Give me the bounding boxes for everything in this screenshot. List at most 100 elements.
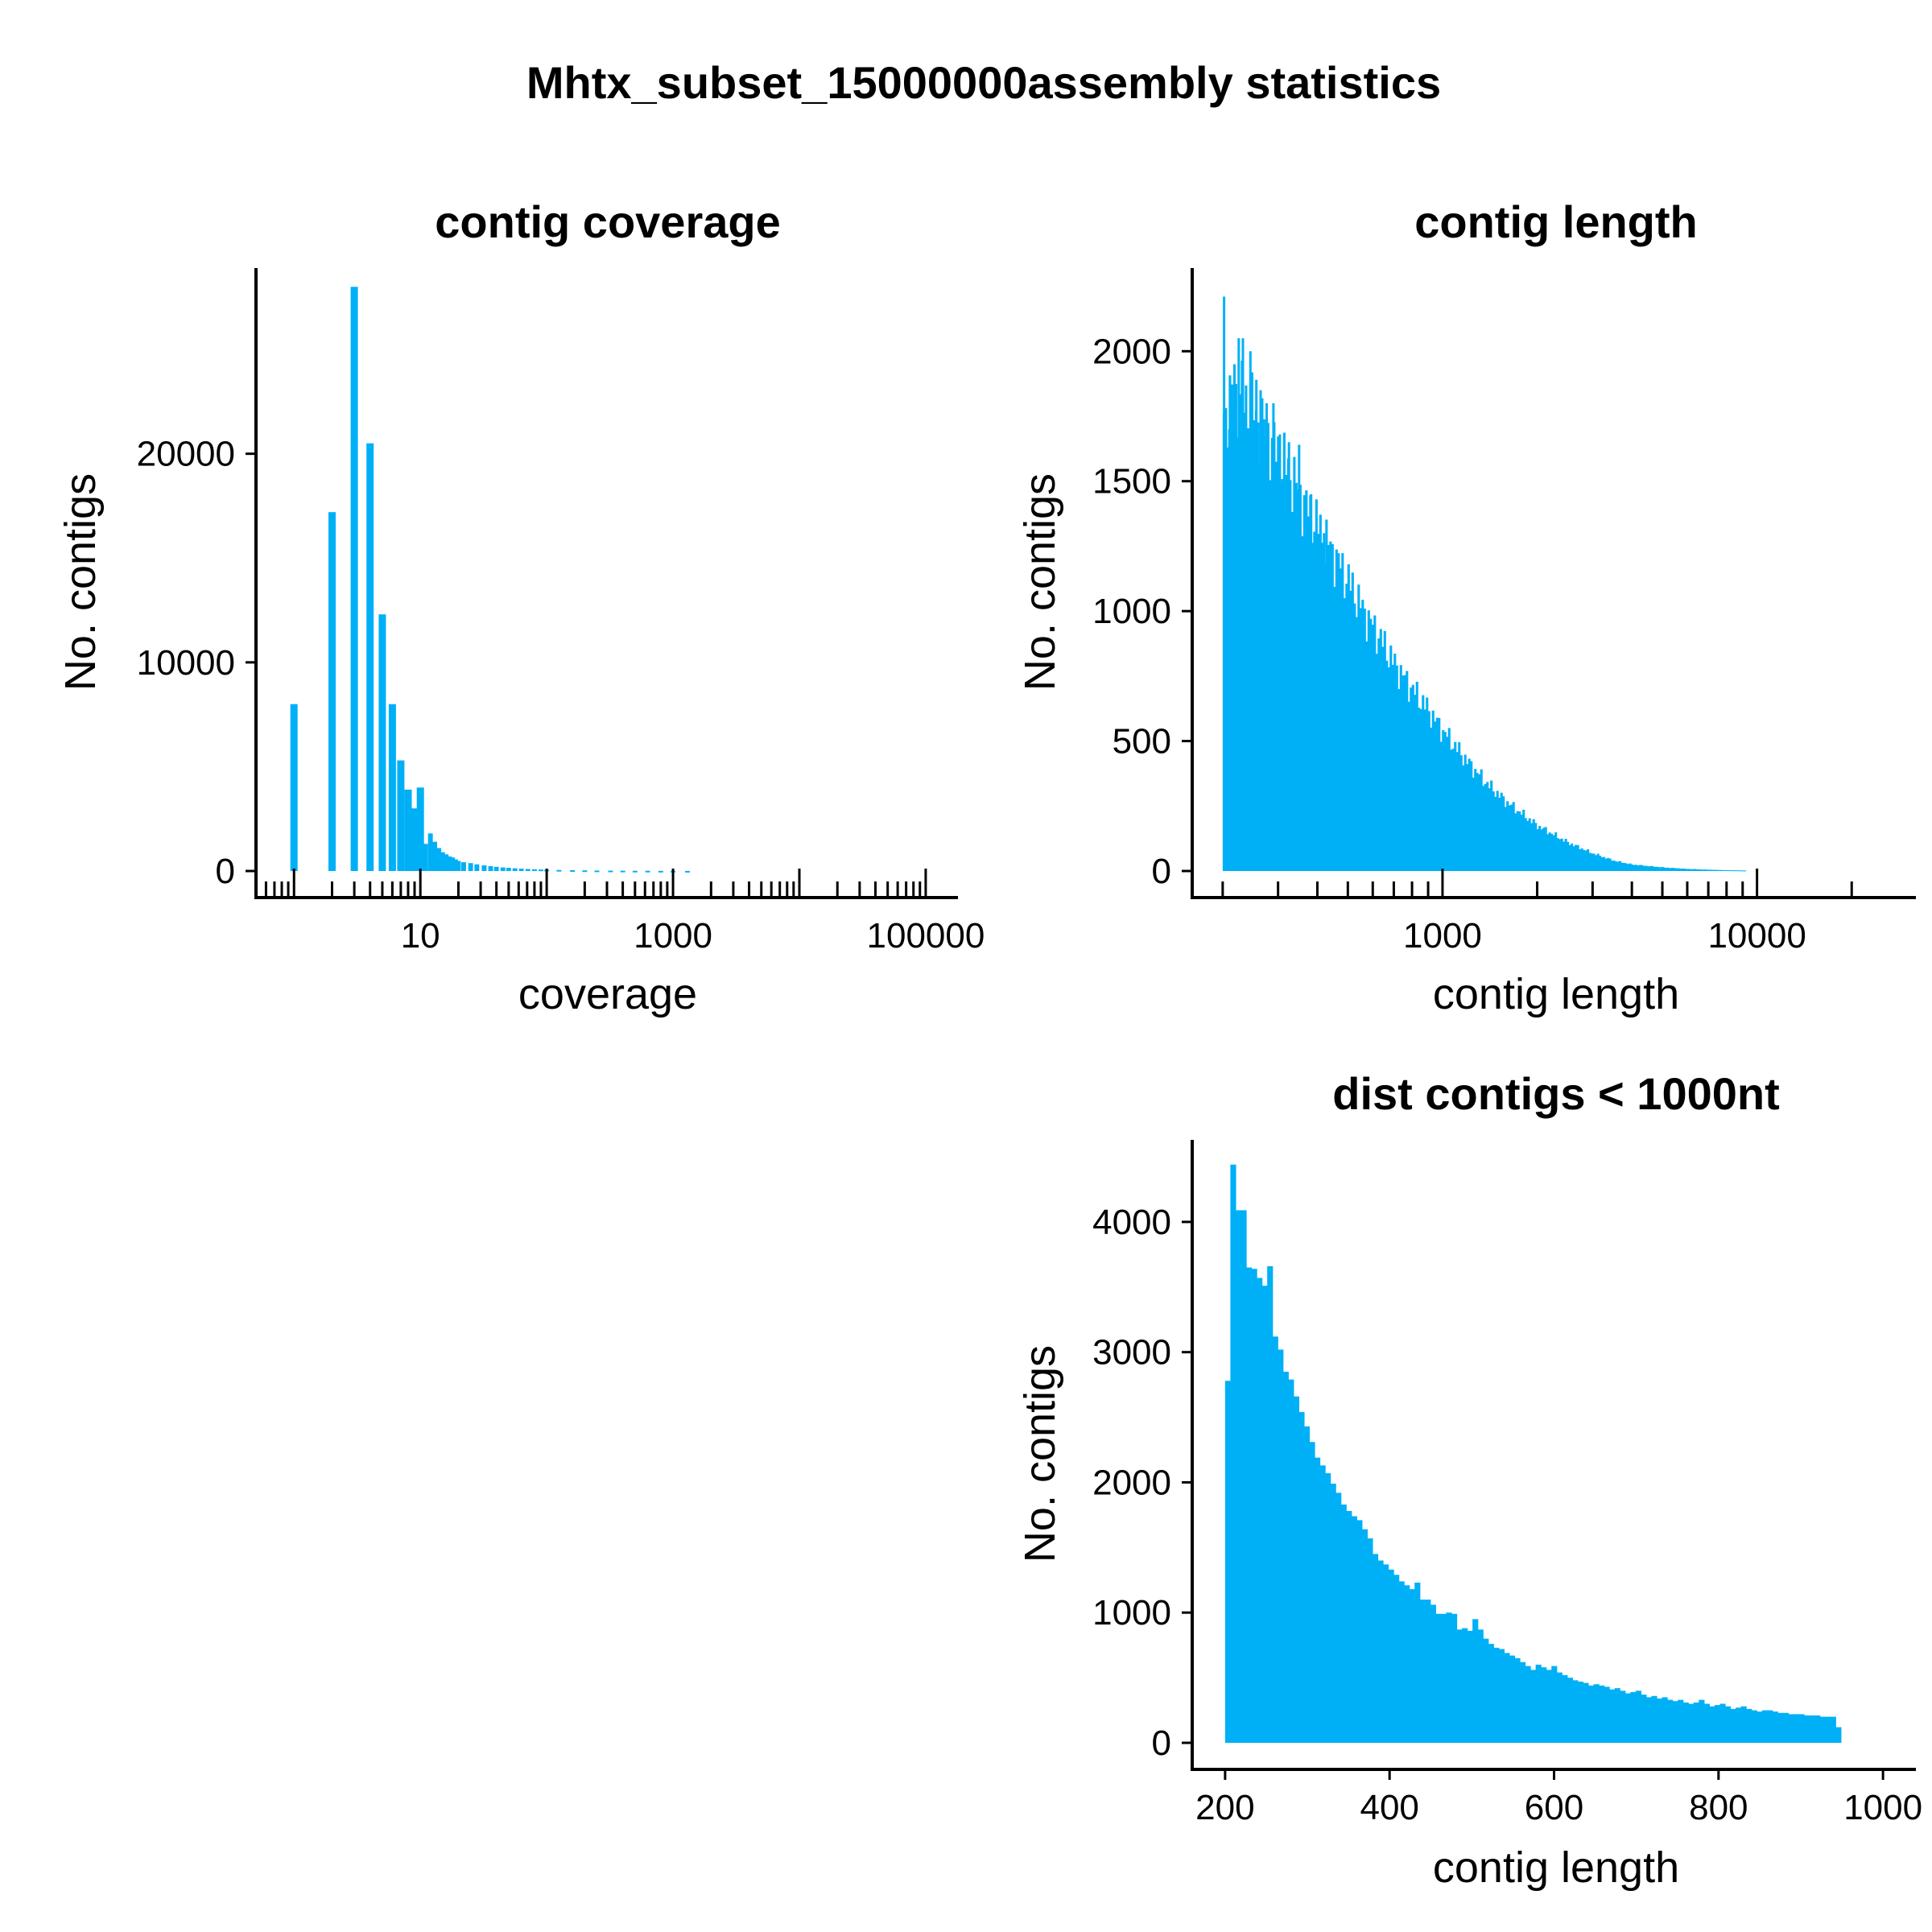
length-bar <box>1443 732 1447 871</box>
dist-bar <box>1340 1505 1347 1743</box>
length-bar <box>1624 863 1628 871</box>
length-bar-spike <box>1323 533 1326 871</box>
dist-bar <box>1709 1706 1715 1743</box>
dist-bar <box>1514 1657 1521 1743</box>
length-bar <box>1498 798 1501 871</box>
dist-x-tick-label: 800 <box>1689 1788 1748 1827</box>
length-x-tick-label: 10000 <box>1707 916 1806 956</box>
length-bar <box>1377 638 1381 871</box>
length-bar <box>1743 870 1747 872</box>
length-bar <box>1455 752 1459 871</box>
coverage-bar <box>404 789 412 871</box>
length-bar <box>1558 839 1562 871</box>
dist-bar <box>1467 1630 1473 1743</box>
length-bar <box>1560 838 1563 871</box>
coverage-bar <box>658 870 663 873</box>
dist-bar <box>1714 1705 1721 1743</box>
length-bar <box>1375 654 1378 871</box>
length-bar <box>1298 485 1302 871</box>
length-bar <box>1468 758 1471 871</box>
dist-bar <box>1498 1649 1505 1743</box>
dist-bar <box>1261 1286 1268 1743</box>
dist-bar <box>1367 1538 1373 1743</box>
dist-bar <box>1330 1484 1336 1743</box>
length-bar <box>1353 603 1356 871</box>
dist-bar <box>1404 1585 1410 1743</box>
length-bar <box>1689 869 1692 871</box>
dist-bar <box>1577 1682 1584 1743</box>
length-bar <box>1415 681 1418 871</box>
length-bar <box>1389 645 1393 871</box>
dist-bar <box>1651 1695 1657 1743</box>
dist-bar <box>1356 1520 1363 1743</box>
length-bar-spike <box>1272 402 1275 871</box>
length-bar <box>1345 584 1348 871</box>
dist-bar <box>1393 1575 1400 1743</box>
length-bar <box>1329 541 1332 871</box>
length-bar <box>1410 687 1413 871</box>
length-bar <box>1282 432 1286 871</box>
dist-bar <box>1667 1699 1674 1743</box>
dist-bar <box>1757 1711 1763 1743</box>
coverage-bar <box>423 844 428 871</box>
length-panel-title: contig length <box>1414 196 1698 247</box>
length-bar <box>1450 749 1453 871</box>
length-bar-spike <box>1265 402 1268 871</box>
length-bar <box>1604 858 1608 871</box>
length-bar <box>1556 838 1559 871</box>
length-bar <box>1512 802 1515 871</box>
dist-x-tick-label: 200 <box>1195 1788 1254 1827</box>
length-bar <box>1681 869 1684 871</box>
coverage-bar <box>456 861 461 871</box>
dist-bar <box>1624 1693 1631 1743</box>
length-bar <box>1274 461 1278 871</box>
length-bar <box>1488 788 1491 871</box>
length-bar <box>1430 727 1433 871</box>
length-bar <box>1454 741 1457 871</box>
length-bar <box>1741 870 1744 872</box>
length-bar <box>1572 846 1575 871</box>
coverage-bar <box>474 864 480 871</box>
length-bar <box>1631 865 1634 871</box>
dist-bar <box>1767 1710 1773 1743</box>
length-bar <box>1446 737 1449 871</box>
dist-bar <box>1246 1267 1253 1743</box>
coverage-axes: 0 10000 20000 10 1000 100000 <box>137 268 985 956</box>
length-bar <box>1637 865 1640 871</box>
length-bar <box>1717 869 1720 871</box>
length-bar <box>1269 480 1272 871</box>
coverage-bar <box>453 859 458 871</box>
length-bar <box>1673 868 1676 871</box>
dist-bar <box>1414 1583 1421 1743</box>
dist-bar <box>1825 1716 1831 1743</box>
length-bar <box>1482 786 1485 871</box>
dist-bar <box>1793 1714 1800 1743</box>
length-bar <box>1363 609 1366 871</box>
length-bar <box>1426 697 1429 871</box>
length-bar <box>1490 780 1493 871</box>
dist-bar <box>1804 1715 1810 1743</box>
coverage-bar <box>461 862 466 871</box>
coverage-bar <box>500 867 506 871</box>
length-bar <box>1301 536 1304 871</box>
length-bar <box>1592 853 1596 871</box>
length-bar <box>1563 841 1566 871</box>
coverage-bar <box>532 869 537 871</box>
length-bar <box>1257 422 1260 871</box>
length-bar <box>1629 863 1632 871</box>
length-bar <box>1732 870 1735 872</box>
coverage-bar <box>427 833 433 871</box>
length-bar <box>1542 828 1546 871</box>
coverage-bar <box>411 808 419 871</box>
dist-bar <box>1746 1708 1752 1743</box>
length-bar <box>1627 864 1630 871</box>
length-bar-spike <box>1310 493 1313 871</box>
length-bar-spike <box>1233 364 1236 871</box>
length-bar <box>1737 870 1740 872</box>
dist-bar <box>1493 1647 1500 1743</box>
length-bar <box>1486 782 1489 871</box>
length-bar <box>1387 667 1390 871</box>
length-bar <box>1518 811 1521 871</box>
length-bar <box>1607 857 1610 871</box>
length-bar <box>1620 862 1624 871</box>
